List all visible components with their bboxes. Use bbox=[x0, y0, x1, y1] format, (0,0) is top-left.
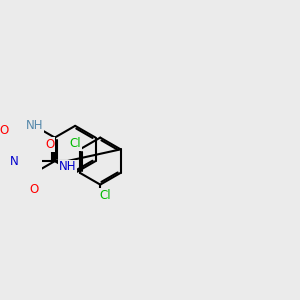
Text: NH: NH bbox=[59, 160, 76, 173]
Text: O: O bbox=[45, 138, 54, 152]
Text: Cl: Cl bbox=[70, 137, 81, 150]
Text: N: N bbox=[10, 154, 18, 168]
Text: O: O bbox=[30, 183, 39, 196]
Text: Cl: Cl bbox=[99, 189, 111, 203]
Text: O: O bbox=[0, 124, 9, 137]
Text: NH: NH bbox=[26, 119, 43, 132]
